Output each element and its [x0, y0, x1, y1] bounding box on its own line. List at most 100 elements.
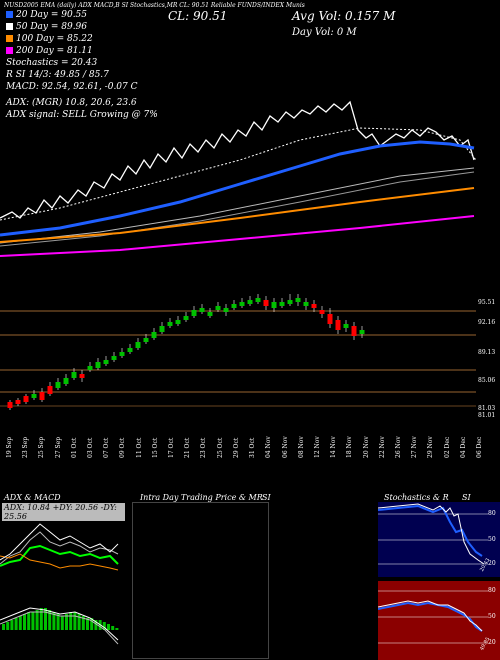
legend-label: 100 Day = 85.22	[16, 34, 93, 44]
macd-bar	[111, 626, 115, 630]
si2-label: SI	[462, 493, 471, 502]
price-level-label: 92.16	[478, 319, 496, 326]
legend-label: 50 Day = 89.96	[16, 22, 88, 32]
x-axis-date-label: 14 Nov	[330, 436, 338, 458]
candle-body	[159, 326, 165, 332]
macd-bar	[94, 620, 98, 630]
sma200-line	[0, 215, 475, 257]
macd-bar	[48, 610, 52, 630]
macd-bar	[107, 624, 110, 630]
rsi-tick-label: 20	[488, 639, 496, 646]
macd-bar	[90, 618, 94, 630]
macd-bar	[102, 622, 106, 630]
candle-body	[351, 326, 357, 336]
stochastics-panel: 80 50 20 20.43	[378, 502, 500, 577]
price-level-label: 85.06	[478, 377, 496, 384]
x-axis-date-label: 04 Nov	[265, 436, 273, 458]
candle-body	[127, 348, 133, 352]
x-axis-date-label: 03 Oct	[87, 437, 95, 458]
macd-bar	[6, 622, 10, 630]
indicator-macd: MACD: 92.54, 92.61, -0.07 C	[6, 82, 138, 92]
legend-label: 20 Day = 90.55	[16, 10, 88, 20]
candle-body	[79, 374, 85, 378]
macd-bar	[35, 610, 39, 630]
macd-bar	[2, 624, 5, 630]
candle-body	[343, 324, 349, 328]
candle-body	[287, 300, 293, 304]
macd-bar	[77, 614, 81, 630]
candle-body	[207, 312, 213, 316]
candle-body	[239, 302, 245, 306]
legend-swatch-icon	[6, 23, 13, 30]
rsi-chart	[378, 590, 488, 644]
stoch-tick-label: 80	[488, 510, 496, 517]
si-label: SI	[262, 493, 271, 502]
macd-bar	[81, 616, 85, 630]
macd-bar	[39, 608, 43, 630]
candle-body	[335, 320, 341, 330]
x-axis-date-label: 29 Nov	[427, 436, 435, 458]
candle-body	[359, 330, 365, 334]
rsi-tick-label: 50	[488, 613, 496, 620]
x-axis-date-label: 04 Dec	[459, 436, 467, 458]
candle-body	[247, 300, 253, 304]
rsi-tick-label: 80	[488, 587, 496, 594]
x-axis-date-label: 06 Nov	[281, 436, 289, 458]
sma50-dotted-line	[0, 127, 477, 221]
macd-chart	[0, 607, 119, 645]
candle-body	[143, 338, 149, 342]
intraday-panel-title: Intra Day Trading Price & MR	[140, 493, 263, 502]
x-axis-date-label: 18 Nov	[346, 436, 354, 458]
intraday-panel	[132, 502, 269, 659]
indicator-adx-signal: ADX signal: SELL Growing @ 7%	[6, 110, 158, 120]
adx-panel-title: ADX & MACD	[4, 493, 61, 502]
candles	[7, 294, 365, 410]
x-axis-date-label: 06 Dec	[476, 436, 483, 458]
close-label: CL: 90.51	[168, 9, 228, 23]
stoch-tick-label: 20	[488, 560, 496, 567]
macd-bar	[27, 612, 31, 630]
price-level-label: 81.03	[478, 405, 496, 412]
price-level-label: 81.01	[478, 412, 496, 419]
x-axis-date-label: 27 Nov	[411, 436, 419, 458]
candle-body	[15, 400, 21, 404]
candle-body	[311, 304, 317, 308]
candle-body	[255, 298, 261, 302]
macd-bar	[10, 620, 14, 630]
x-axis-date-label: 21 Oct	[184, 437, 192, 458]
x-axis-date-label: 02 Dec	[443, 436, 451, 458]
x-axis-date-label: 31 Oct	[249, 437, 257, 458]
candle-body	[63, 378, 69, 384]
moving-average-chart	[0, 100, 477, 257]
candle-body	[183, 316, 189, 320]
x-axis-date-label: 29 Oct	[232, 437, 240, 458]
legend-item-50day: 50 Day = 89.96	[6, 22, 158, 32]
macd-bar	[14, 618, 18, 630]
sma20-line	[0, 140, 475, 237]
legend-swatch-icon	[6, 11, 13, 18]
candle-body	[103, 360, 109, 364]
price-line	[0, 100, 475, 219]
candle-body	[303, 302, 309, 306]
candle-body	[55, 382, 61, 388]
sma-gray-2	[0, 171, 475, 247]
sma-gray-1	[0, 167, 475, 244]
macd-bar	[31, 612, 35, 630]
candle-body	[47, 386, 53, 394]
candle-body	[327, 314, 333, 324]
macd-bar	[86, 618, 89, 630]
candle-body	[223, 308, 229, 312]
x-axis-date-label: 09 Oct	[119, 437, 127, 458]
candle-body	[215, 306, 221, 310]
candle-body	[7, 402, 13, 408]
candle-body	[295, 298, 301, 302]
candlestick-chart	[0, 294, 476, 410]
stochastics-panel-title: Stochastics & R	[384, 493, 449, 502]
sma100-line	[0, 187, 475, 243]
x-axis-dates: 19 Sep 23 Sep 25 Sep 27 Sep 01 Oct 03 Oct 07 O…	[0, 436, 483, 476]
macd-bar	[69, 612, 73, 630]
rsi-panel: 80 50 20 49.85	[378, 581, 500, 660]
day-volume: Day Vol: 0 M	[292, 27, 357, 38]
x-axis-date-label: 25 Oct	[216, 437, 224, 458]
candle-body	[231, 304, 237, 308]
